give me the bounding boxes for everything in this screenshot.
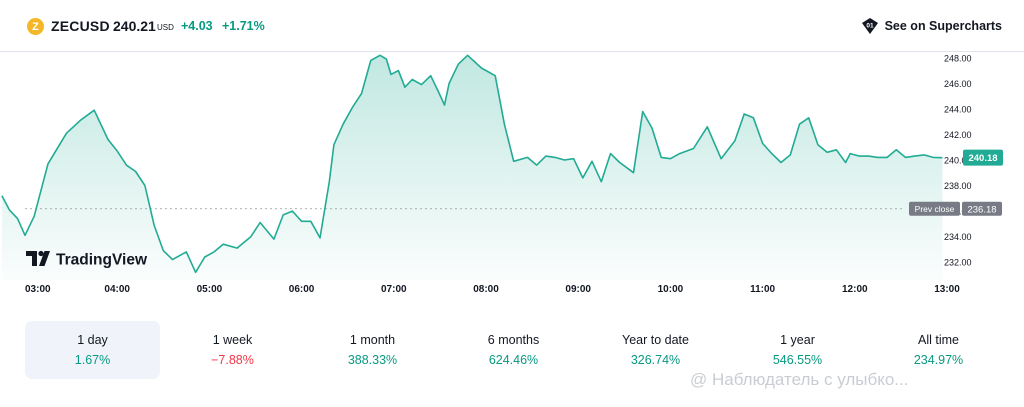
range-tab-change: 624.46% xyxy=(488,353,539,367)
prev-close-tag xyxy=(909,201,960,216)
range-tab-label: 1 day xyxy=(77,333,108,347)
svg-text:01: 01 xyxy=(866,23,874,30)
prev-close-tag-label: Prev close xyxy=(915,204,955,214)
range-tab-label: All time xyxy=(918,333,959,347)
range-tab[interactable]: 1 week −7.88% xyxy=(165,321,300,379)
range-tab-change: 546.55% xyxy=(772,353,823,367)
range-tab-label: 6 months xyxy=(487,333,540,347)
last-price: 240.21 xyxy=(113,18,156,34)
x-axis-tick-label: 07:00 xyxy=(381,284,407,295)
range-tab[interactable]: 6 months 624.46% xyxy=(446,321,581,379)
y-axis-tick-label: 238.00 xyxy=(944,181,972,191)
x-axis-tick-label: 06:00 xyxy=(289,284,315,295)
x-axis-tick-label: 10:00 xyxy=(658,284,684,295)
range-tab-label: Year to date xyxy=(622,333,689,347)
price-area-fill xyxy=(1,55,943,280)
symbol-name[interactable]: ZECUSD xyxy=(51,18,110,34)
price-line[interactable] xyxy=(1,54,943,274)
x-axis-tick-label: 03:00 xyxy=(25,284,51,295)
range-tab-label: 1 month xyxy=(349,333,396,347)
tradingview-wordmark: TradingView xyxy=(56,252,148,269)
currency-label: USD xyxy=(157,23,174,32)
range-tab-change: 388.33% xyxy=(347,353,398,367)
x-axis-tick-label: 09:00 xyxy=(565,284,591,295)
y-axis-tick-label: 248.00 xyxy=(944,53,972,63)
zcash-coin-icon: Z xyxy=(27,18,44,35)
x-axis-tick-label: 13:00 xyxy=(934,284,960,295)
supercharts-logo-icon: 01 xyxy=(861,18,878,34)
last-price-badge xyxy=(963,149,1003,166)
tradingview-logo-icon xyxy=(26,250,50,266)
y-axis-tick-label: 242.00 xyxy=(944,130,972,140)
price-change-absolute: +4.03 xyxy=(181,19,213,33)
x-axis-tick-label: 04:00 xyxy=(104,284,130,295)
tradingview-brand[interactable]: TradingView xyxy=(26,250,148,269)
range-tab[interactable]: 1 year 546.55% xyxy=(730,321,865,379)
y-axis-tick-label: 246.00 xyxy=(944,79,972,89)
y-axis-tick-label: 240.00 xyxy=(944,155,972,165)
price-chart[interactable]: 248.00 246.00 244.00 242.00 240.00 238.00 236.… xyxy=(0,52,1024,302)
y-axis-tick-label: 244.00 xyxy=(944,104,972,114)
see-on-supercharts-label: See on Supercharts xyxy=(884,19,1002,33)
range-tab-label: 1 week xyxy=(212,333,253,347)
channel-watermark: @ Наблюдатель с улыбко... xyxy=(690,370,909,389)
range-tab[interactable]: 1 month 388.33% xyxy=(305,321,440,379)
price-change-percent: +1.71% xyxy=(222,19,265,33)
range-tab[interactable]: 1 day 1.67% xyxy=(25,321,160,379)
symbol-header: Z ZECUSD 240.21 USD +4.03 +1.71% 01 See … xyxy=(0,0,1024,52)
x-axis-tick-label: 08:00 xyxy=(473,284,499,295)
range-tab-change: 234.97% xyxy=(913,353,964,367)
range-tab-change: 326.74% xyxy=(630,353,681,367)
prev-close-badge-label: 236.18 xyxy=(967,204,996,215)
prev-close-badge xyxy=(962,201,1002,216)
x-axis-tick-label: 11:00 xyxy=(750,284,775,295)
range-tab[interactable]: Year to date 326.74% xyxy=(588,321,723,379)
see-on-supercharts-link[interactable]: 01 See on Supercharts xyxy=(861,17,1002,35)
x-axis-tick-label: 12:00 xyxy=(842,284,868,295)
range-selector: 1 day 1.67% 1 week −7.88% 1 month 388.33% 6 mo… xyxy=(25,321,1015,379)
range-tab-change: −7.88% xyxy=(211,353,254,367)
y-axis-tick-label: 234.00 xyxy=(944,232,972,242)
range-tab-label: 1 year xyxy=(780,333,815,347)
last-price-badge-label: 240.18 xyxy=(968,153,997,164)
y-axis-tick-label: 232.00 xyxy=(944,258,972,268)
range-tab-change: 1.67% xyxy=(74,353,111,367)
x-axis-tick-label: 05:00 xyxy=(197,284,223,295)
range-tab[interactable]: All time 234.97% xyxy=(871,321,1006,379)
